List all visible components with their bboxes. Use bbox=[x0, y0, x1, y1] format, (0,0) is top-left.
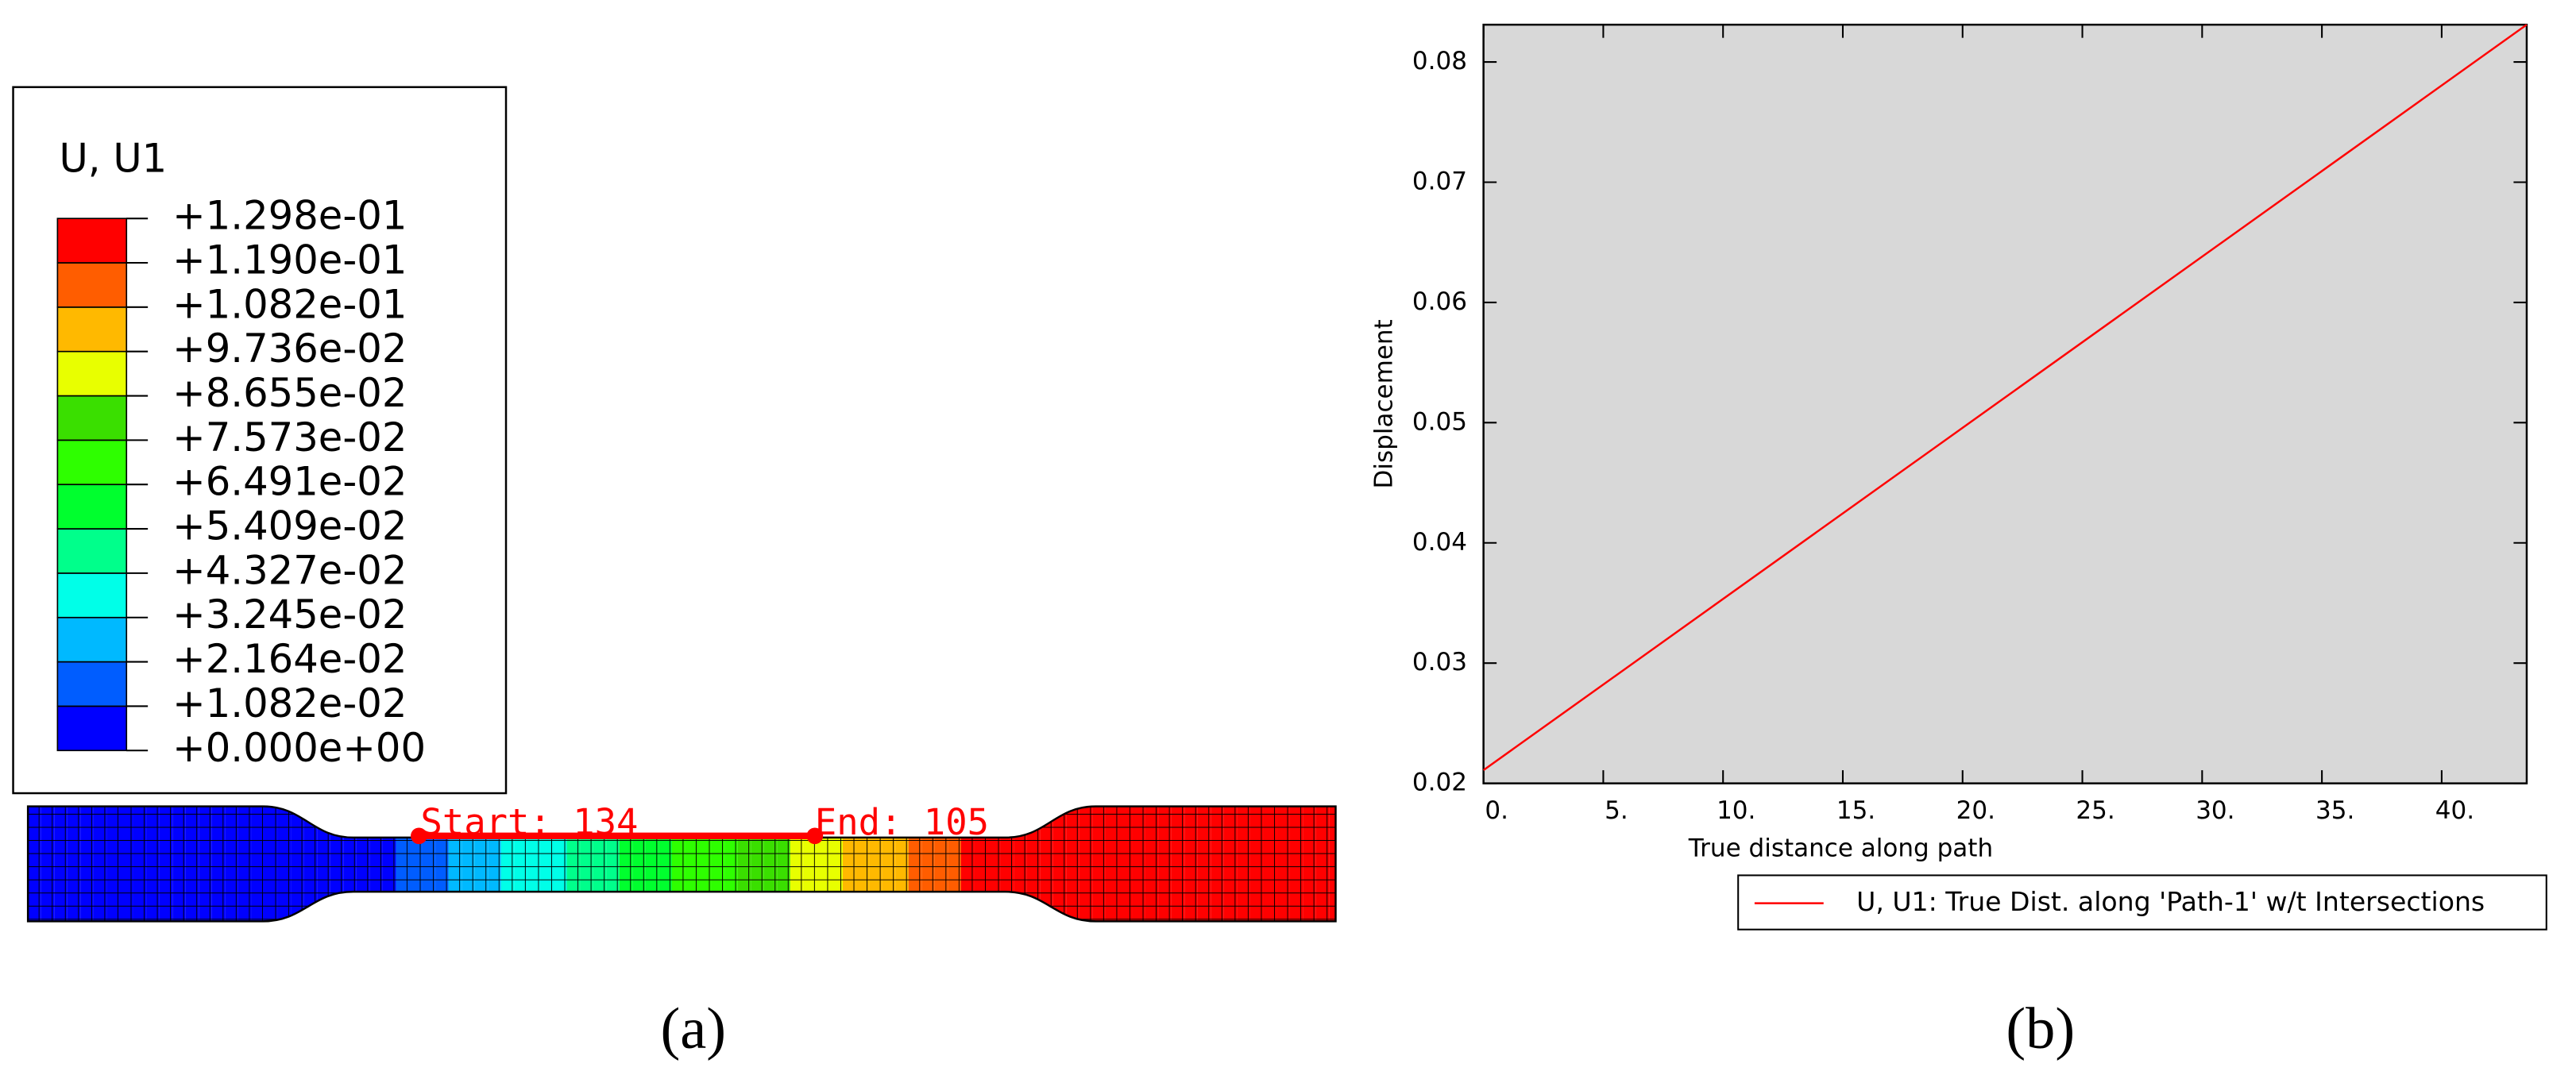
path-point bbox=[806, 827, 824, 845]
y-tick-label: 0.06 bbox=[1412, 287, 1467, 316]
panel-label: (b) bbox=[2006, 996, 2075, 1062]
specimen bbox=[28, 806, 1336, 922]
x-tick-label: 10. bbox=[1717, 796, 1755, 825]
contour-title: U, U1 bbox=[59, 135, 167, 181]
y-tick-label: 0.02 bbox=[1412, 769, 1467, 797]
x-tick-label: 0. bbox=[1485, 796, 1508, 825]
x-tick-label: 15. bbox=[1836, 796, 1875, 825]
color-band bbox=[56, 484, 128, 530]
color-band bbox=[56, 572, 128, 618]
data-line bbox=[1482, 24, 2528, 771]
y-tick-label: 0.07 bbox=[1412, 167, 1467, 195]
mesh-lines bbox=[28, 806, 1336, 922]
path-start-label: Start: 134 bbox=[420, 801, 638, 843]
x-tick-label: 25. bbox=[2076, 796, 2114, 825]
x-tick-label: 40. bbox=[2435, 796, 2474, 825]
legend-label: +1.082e-02 bbox=[172, 680, 407, 726]
path-point bbox=[411, 827, 427, 845]
legend-label: +5.409e-02 bbox=[172, 503, 407, 549]
legend-label: +1.082e-01 bbox=[172, 281, 407, 327]
specimen-outline bbox=[26, 805, 1337, 923]
color-band bbox=[56, 616, 128, 663]
path-end-label: End: 105 bbox=[815, 801, 989, 843]
color-band bbox=[56, 306, 128, 353]
color-band bbox=[56, 705, 128, 752]
legend-label: +3.245e-02 bbox=[172, 592, 407, 638]
color-band bbox=[56, 262, 128, 308]
x-tick-label: 35. bbox=[2315, 796, 2354, 825]
y-tick-label: 0.08 bbox=[1412, 47, 1467, 75]
color-band bbox=[56, 528, 128, 574]
y-tick-label: 0.05 bbox=[1412, 407, 1467, 436]
color-band bbox=[56, 218, 128, 264]
legend-label: +1.298e-01 bbox=[172, 193, 407, 239]
legend-label: +1.190e-01 bbox=[172, 237, 407, 283]
legend-label: +8.655e-02 bbox=[172, 370, 407, 416]
legend-label: U, U1: True Dist. along 'Path-1' w/t Int… bbox=[1856, 886, 2485, 917]
y-tick-label: 0.04 bbox=[1412, 528, 1467, 557]
legend-box bbox=[1737, 874, 2547, 931]
legend-label: +4.327e-02 bbox=[172, 547, 407, 593]
color-band bbox=[56, 395, 128, 441]
plot-area bbox=[1482, 23, 2528, 784]
x-tick-label: 30. bbox=[2196, 796, 2234, 825]
x-tick-label: 5. bbox=[1605, 796, 1628, 825]
color-band bbox=[56, 661, 128, 707]
y-axis-label: Displacement bbox=[1370, 319, 1399, 488]
legend-label: +6.491e-02 bbox=[172, 459, 407, 505]
x-tick-label: 20. bbox=[1956, 796, 1995, 825]
color-band bbox=[56, 350, 128, 397]
legend-label: +0.000e+00 bbox=[172, 725, 426, 771]
legend-label: +2.164e-02 bbox=[172, 636, 407, 682]
y-tick-label: 0.03 bbox=[1412, 648, 1467, 676]
legend-label: +7.573e-02 bbox=[172, 414, 407, 461]
color-band bbox=[56, 439, 128, 486]
x-axis-label: True distance along path bbox=[1688, 834, 1993, 862]
legend-label: +9.736e-02 bbox=[172, 326, 407, 372]
panel-label: (a) bbox=[660, 996, 726, 1062]
